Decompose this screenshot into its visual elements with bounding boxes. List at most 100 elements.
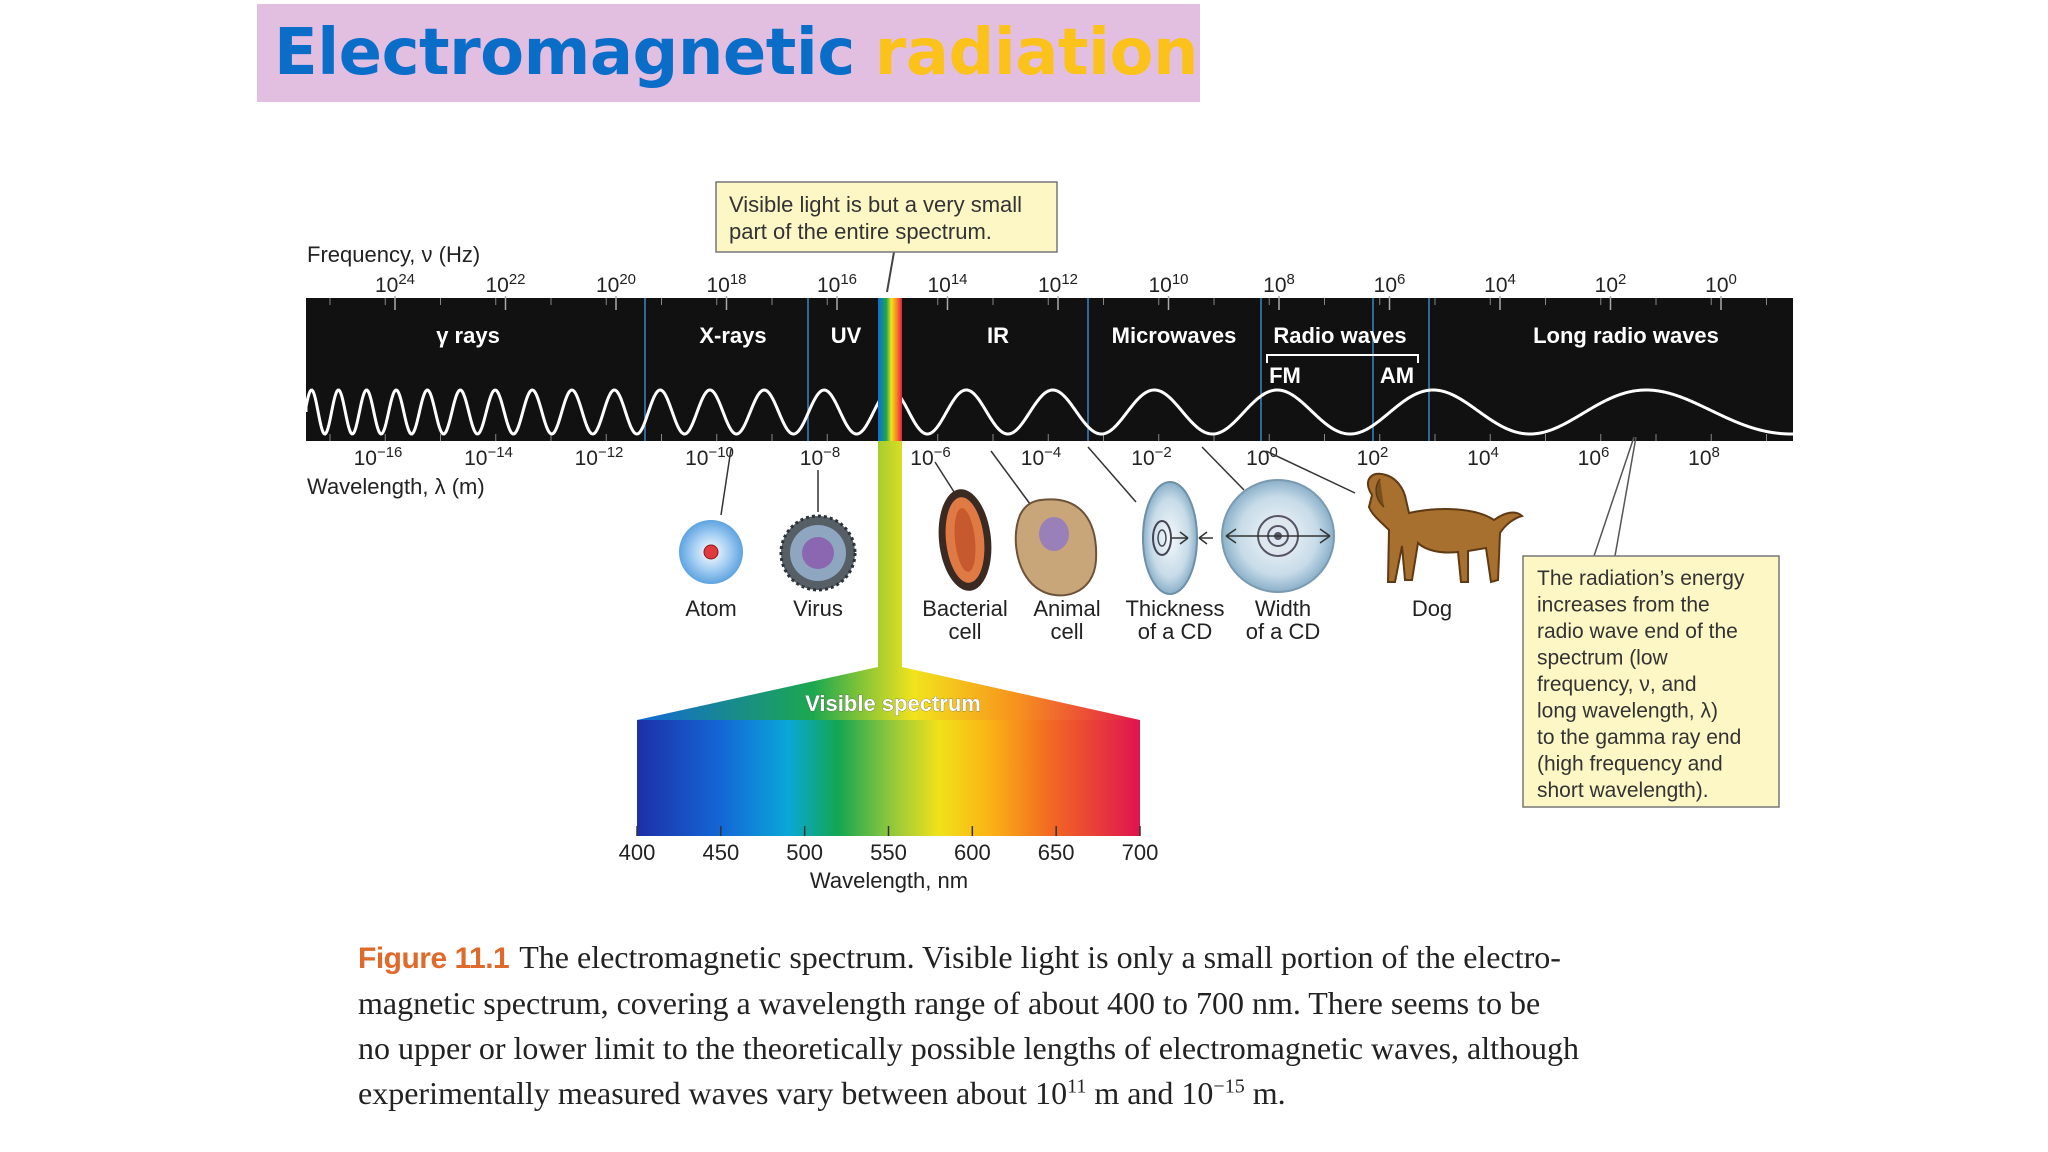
object-leader-lines: [720, 446, 1356, 516]
band-label-am: AM: [1380, 363, 1414, 388]
band-dividers: [644, 298, 1430, 441]
visible-tick-400: 400: [619, 840, 656, 865]
wavelength-tick-7: 10−2: [1131, 444, 1171, 470]
energy-callout-line-7: to the gamma ray end: [1537, 726, 1741, 749]
visible-callout-line-1: Visible light is but a very small: [729, 192, 1022, 217]
visible-callout-line-2: part of the entire spectrum.: [729, 219, 992, 244]
label-animal-line-2: cell: [1050, 619, 1083, 644]
caption-text-1: The electromagnetic spectrum. Visible li…: [519, 939, 1561, 975]
visible-tick-550: 550: [870, 840, 907, 865]
visible-spectrum-ticks: 400 450 500 550 600 650 700: [619, 826, 1159, 865]
frequency-tick-0: 1024: [375, 271, 415, 297]
radio-bracket: [1266, 354, 1419, 363]
label-width-line-2: of a CD: [1246, 619, 1321, 644]
title-word-radiation: radiation: [874, 16, 1199, 90]
energy-callout-line-5: frequency, ν, and: [1537, 673, 1697, 696]
wavelength-tick-8: 100: [1246, 444, 1278, 470]
band-label-uv: UV: [831, 323, 862, 348]
visible-spectrum-title: Visible spectrum: [805, 691, 981, 716]
frequency-tick-9: 106: [1374, 271, 1406, 297]
band-scale-ticks: [329, 296, 1767, 441]
caption-line-3: no upper or lower limit to the theoretic…: [358, 1030, 1579, 1066]
label-bacterial-line-2: cell: [948, 619, 981, 644]
virus-icon: [779, 514, 857, 592]
wavelength-tick-2: 10−12: [575, 444, 624, 470]
visible-tick-600: 600: [954, 840, 991, 865]
frequency-tick-12: 100: [1705, 271, 1737, 297]
visible-light-callout: Visible light is but a very small part o…: [715, 181, 1058, 293]
visible-tick-500: 500: [786, 840, 823, 865]
visible-tick-450: 450: [702, 840, 739, 865]
bacterial-cell-icon: [938, 489, 992, 591]
band-label-ir: IR: [987, 323, 1009, 348]
atom-icon: [679, 520, 743, 584]
band-label-microwaves: Microwaves: [1112, 323, 1237, 348]
caption-line-4: experimentally measured waves vary betwe…: [358, 1071, 1698, 1116]
wavelength-tick-4: 10−8: [800, 444, 840, 470]
caption-text-4b: m and 10: [1086, 1075, 1214, 1111]
band-label-gamma: γ rays: [436, 323, 500, 348]
wavelength-tick-5: 10−6: [910, 444, 950, 470]
energy-callout-line-3: radio wave end of the: [1537, 620, 1738, 643]
dog-icon: [1367, 472, 1524, 584]
label-dog: Dog: [1412, 596, 1452, 621]
frequency-tick-11: 102: [1595, 271, 1627, 297]
visible-tick-650: 650: [1038, 840, 1075, 865]
frequency-tick-4: 1016: [817, 271, 857, 297]
energy-callout: The radiation’s energy increases from the…: [1522, 436, 1780, 808]
visible-light-funnel: [637, 441, 1140, 720]
frequency-tick-6: 1012: [1038, 271, 1078, 297]
caption-sup-2: −15: [1213, 1075, 1245, 1098]
caption-line-2: magnetic spectrum, covering a wavelength…: [358, 985, 1541, 1021]
frequency-axis-label: Frequency, ν (Hz): [307, 242, 480, 267]
wavelength-tick-11: 106: [1578, 444, 1610, 470]
cd-thickness-icon: [1142, 481, 1213, 595]
slide-title: Electromagnetic radiation: [257, 4, 1200, 102]
wavelength-tick-6: 10−4: [1021, 444, 1061, 470]
energy-callout-line-2: increases from the: [1537, 594, 1710, 617]
frequency-tick-7: 1010: [1148, 271, 1188, 297]
caption-text-4a: experimentally measured waves vary betwe…: [358, 1075, 1068, 1111]
wave-line: [304, 388, 1794, 436]
label-thickness-line-2: of a CD: [1138, 619, 1213, 644]
caption-text-4c: m.: [1244, 1075, 1286, 1111]
wavelength-tick-3: 10−10: [685, 444, 734, 470]
wavelength-tick-10: 104: [1467, 444, 1499, 470]
frequency-tick-2: 1020: [596, 271, 636, 297]
energy-callout-line-8: (high frequency and: [1537, 753, 1723, 776]
caption-sup-1: 11: [1067, 1075, 1087, 1098]
label-virus: Virus: [793, 596, 843, 621]
wavelength-tick-12: 108: [1688, 444, 1720, 470]
wavelength-ticks: 10−16 10−14 10−12 10−10 10−8 10−6 10−4 10−2 100 1…: [354, 444, 1720, 470]
energy-callout-line-9: short wavelength).: [1537, 779, 1709, 802]
visible-spectrum-axis-label: Wavelength, nm: [810, 868, 968, 893]
wavelength-axis-label: Wavelength, λ (m): [307, 474, 485, 499]
title-word-electromagnetic: Electromagnetic: [274, 16, 855, 90]
label-bacterial-line-1: Bacterial: [922, 596, 1008, 621]
visible-light-beam: [878, 298, 902, 441]
energy-callout-line-4: spectrum (low: [1537, 647, 1669, 670]
wavelength-tick-1: 10−14: [464, 444, 513, 470]
figure-caption: Figure 11.1 The electromagnetic spectrum.…: [358, 935, 1698, 1116]
figure-label: Figure 11.1: [358, 942, 510, 975]
frequency-tick-1: 1022: [485, 271, 525, 297]
caption-line-1: Figure 11.1 The electromagnetic spectrum.…: [358, 935, 1698, 981]
animal-cell-icon: [1014, 498, 1098, 597]
cd-width-icon: [1221, 479, 1335, 593]
band-label-long-radio: Long radio waves: [1533, 323, 1719, 348]
band-label-radio: Radio waves: [1273, 323, 1406, 348]
wavelength-tick-9: 102: [1357, 444, 1389, 470]
frequency-tick-5: 1014: [927, 271, 967, 297]
visible-tick-700: 700: [1122, 840, 1159, 865]
frequency-ticks: 1024 1022 1020 1018 1016 1014 1012 1010 108 106 10…: [375, 271, 1737, 297]
energy-callout-line-6: long wavelength, λ): [1537, 700, 1718, 723]
energy-callout-line-1: The radiation’s energy: [1537, 567, 1745, 590]
label-atom: Atom: [685, 596, 736, 621]
frequency-tick-8: 108: [1263, 271, 1295, 297]
band-label-xrays: X-rays: [699, 323, 766, 348]
label-animal-line-1: Animal: [1033, 596, 1100, 621]
spectrum-band: [306, 298, 1793, 441]
label-width-line-1: Width: [1255, 596, 1311, 621]
frequency-tick-10: 104: [1484, 271, 1516, 297]
